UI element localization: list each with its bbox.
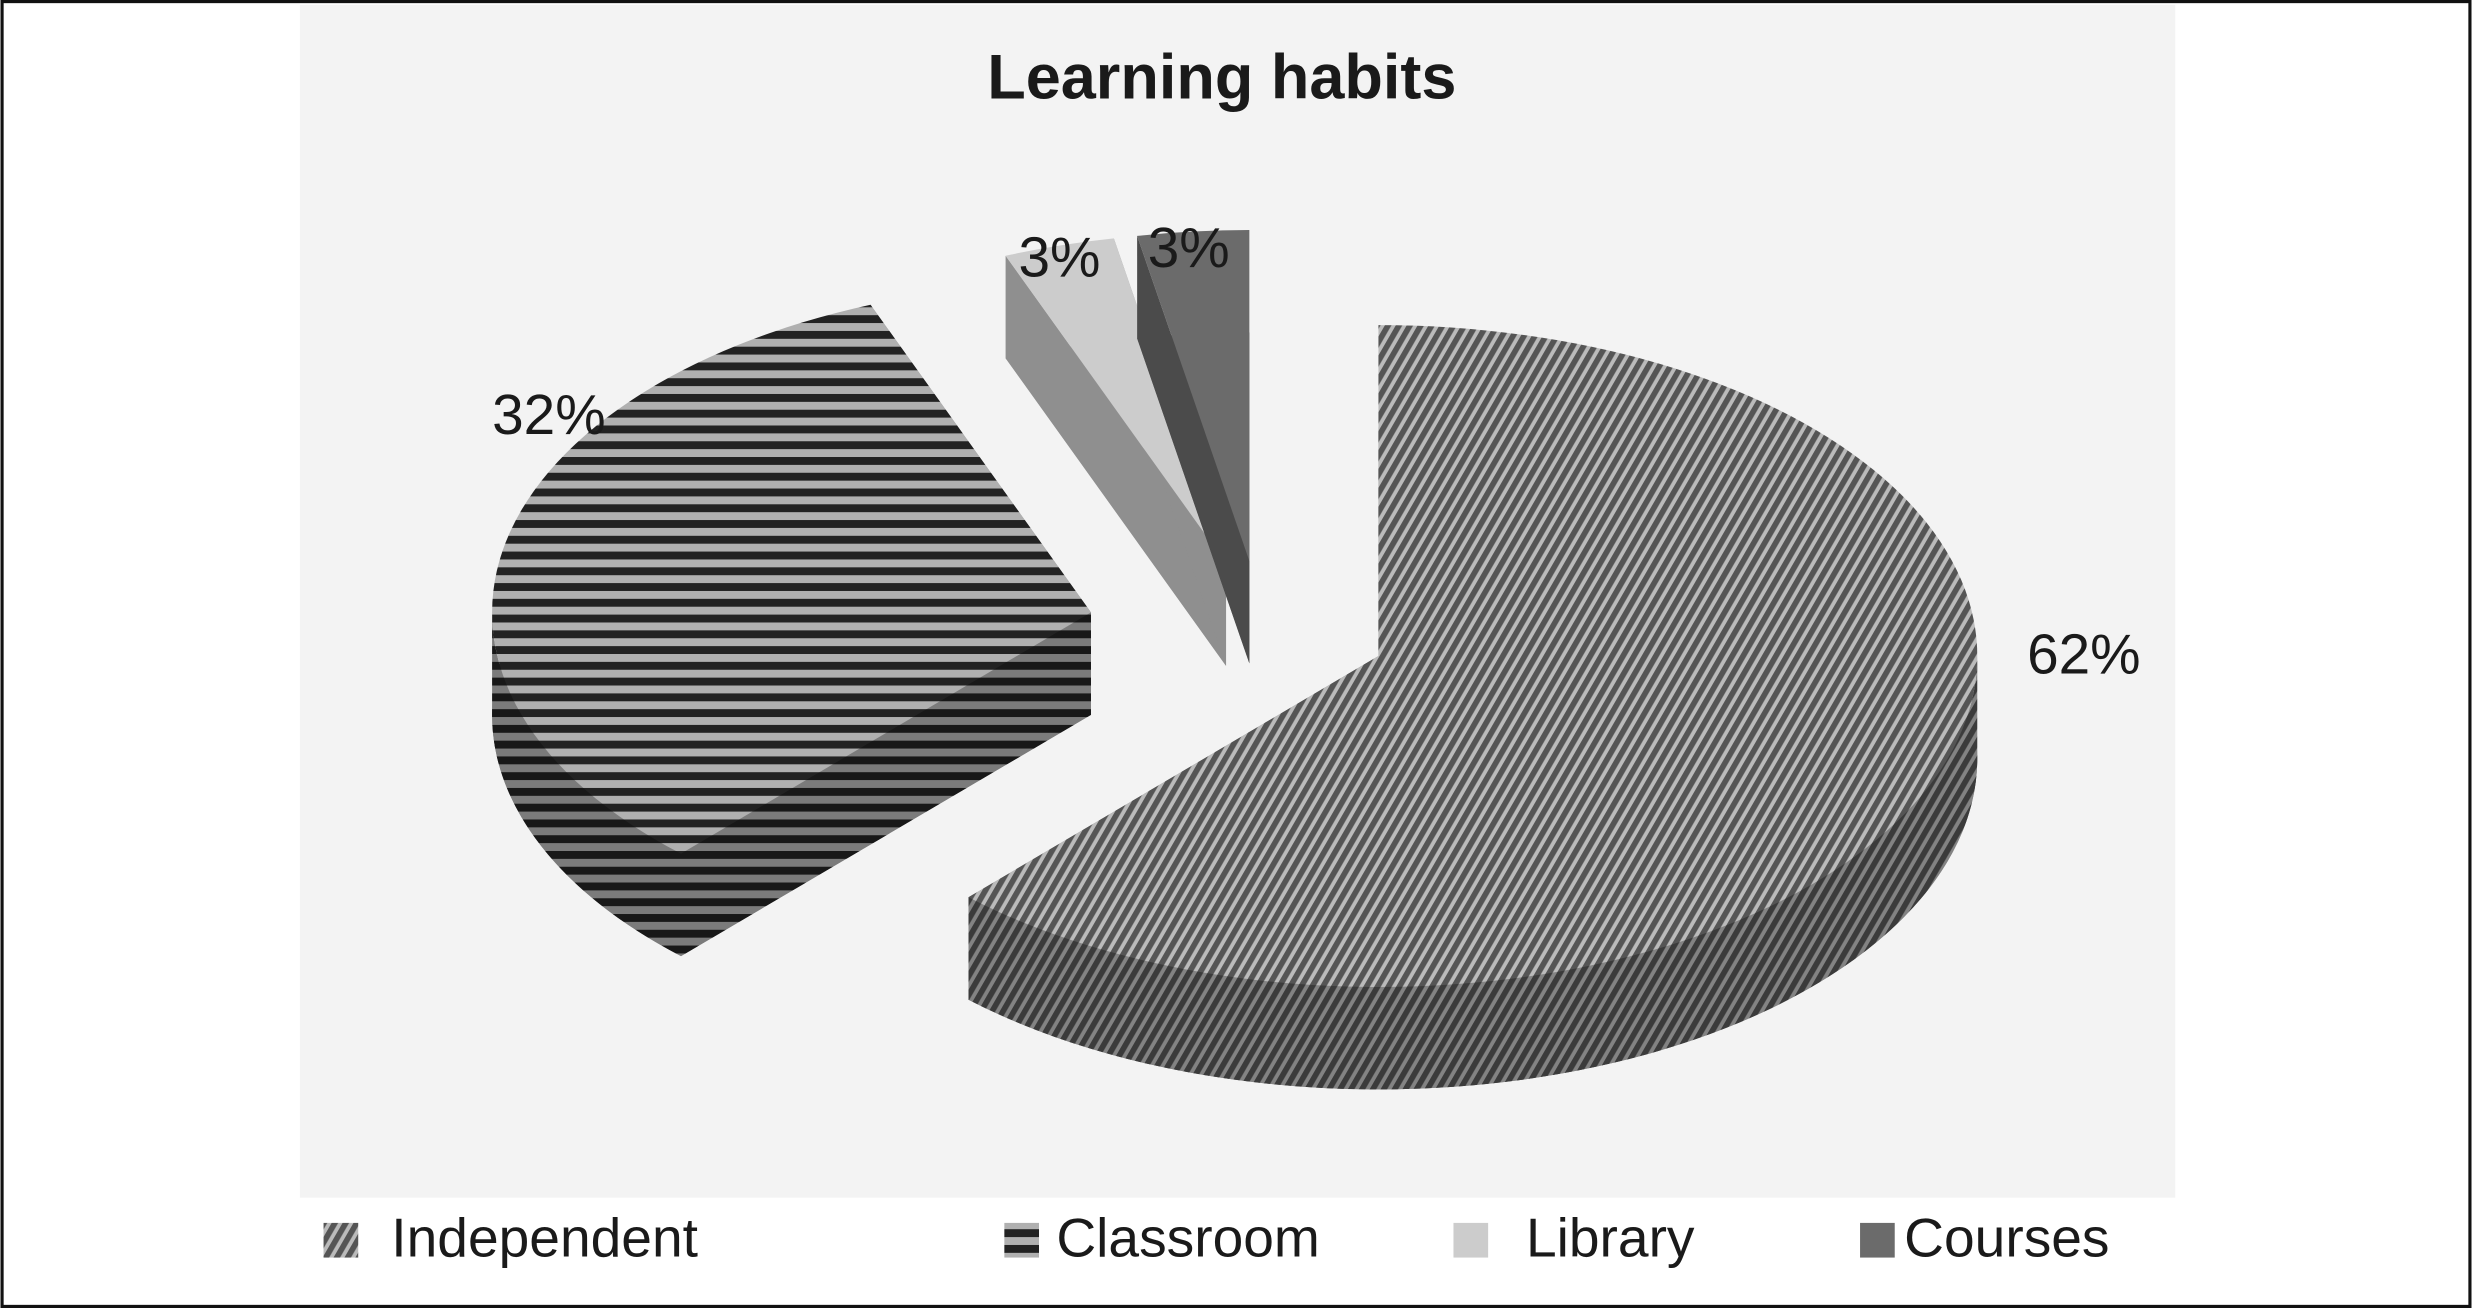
legend-swatch	[1004, 1222, 1040, 1258]
slice	[492, 304, 1091, 854]
slice-radial-wall	[680, 612, 1091, 957]
chart-title: Learning habits	[987, 43, 1456, 113]
data-label: 3%	[1019, 227, 1101, 290]
legend-label: Independent	[391, 1206, 698, 1268]
data-label: 3%	[1148, 217, 1230, 280]
legend-label: Courses	[1904, 1206, 2109, 1268]
slice	[1005, 238, 1227, 564]
slice-radial-wall	[1005, 255, 1227, 666]
slice-outer-wall	[492, 612, 681, 957]
legend: Independent Classroom Library Courses	[323, 1206, 2110, 1268]
legend-swatch	[1453, 1222, 1489, 1258]
legend-label: Classroom	[1056, 1206, 1320, 1268]
legend-swatch	[323, 1222, 359, 1258]
data-label: 32%	[492, 384, 606, 447]
data-label: 62%	[2027, 624, 2141, 687]
legend-swatch	[1860, 1222, 1895, 1258]
pie: 62% 32% 3% 3%	[492, 217, 2141, 1090]
legend-label: Library	[1526, 1206, 1695, 1268]
slice	[1137, 230, 1250, 561]
slice-outer-wall	[968, 656, 1978, 1090]
slice-radial-wall	[1137, 235, 1250, 664]
slice	[968, 325, 1978, 987]
